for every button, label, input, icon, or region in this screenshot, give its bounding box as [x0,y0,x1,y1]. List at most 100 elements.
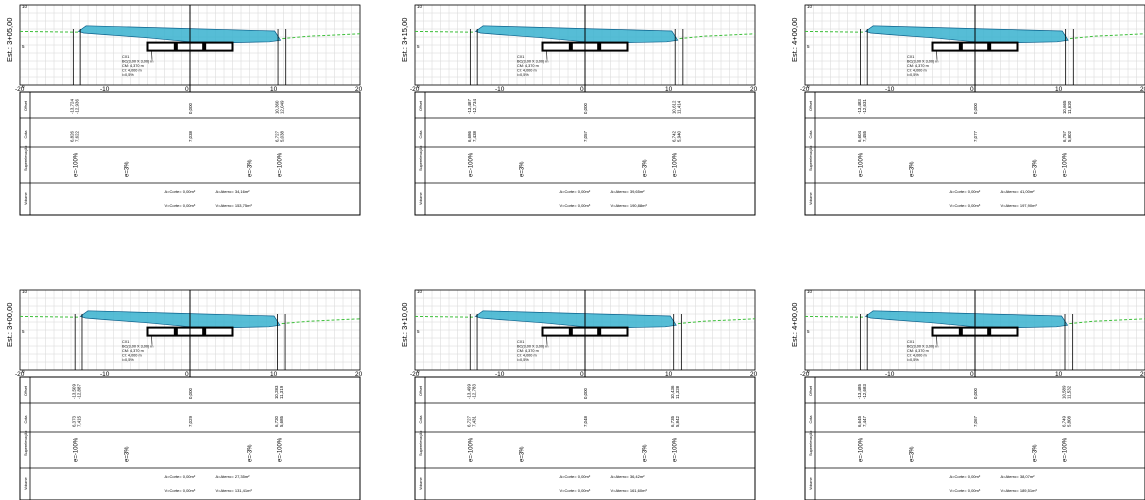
slope-value: e=-100% [858,437,864,462]
terrain-line [19,315,361,325]
slope-value: e=3% [519,161,525,177]
slope-value: e=-100% [277,437,283,462]
culvert-callout-line: CI: 4,000 m [122,69,142,73]
slope-value: e=-100% [73,152,79,177]
cota-value: 6,373 [72,415,77,427]
culvert-callout-line: CI: 4,000 m [122,354,142,358]
offset-value: -12,887 [77,384,82,399]
y-tick-label: 0 [417,84,420,89]
culvert-callout-line: CI: 4,000 m [517,354,537,358]
offset-value: -12,936 [75,99,80,114]
culvert-wall [202,42,207,51]
x-tick-label: -20 [15,371,25,378]
x-tick-label: 0 [185,371,189,378]
culvert-wall [173,42,178,51]
embankment-fill [474,25,679,43]
y-tick-label: 10 [22,289,28,294]
culvert-wall [987,42,992,51]
slope-value: e=-100% [858,152,864,177]
offset-value: 10,612 [672,100,677,114]
x-tick-label: 0 [970,371,974,378]
x-tick-label: -10 [885,371,895,378]
culvert-callout-line: CM: 4,370 m [907,349,929,353]
x-tick-label: -20 [800,86,810,93]
x-tick-label: 20 [355,86,363,93]
cota-value: 6,749 [1061,415,1066,427]
data-table-frame [414,376,756,500]
data-table-frame [804,376,1145,500]
area-fill: A=Aterro= 39,65m² [611,189,646,194]
cota-value: 7,029 [188,415,193,427]
x-tick-label: -10 [100,86,110,93]
volume-fill: V=Aterro= 197,90m³ [1001,203,1038,208]
offset-value: -13,487 [467,99,472,114]
slope-value: e=-100% [277,152,283,177]
culvert-callout-line: i=0,5% [122,358,134,362]
slope-value: e=3% [519,446,525,462]
cota-value: 6,727 [467,415,472,427]
cota-value: 6,742 [672,130,677,142]
y-tick-label: 0 [22,84,25,89]
x-tick-label: 20 [355,371,363,378]
cota-value: 6,735 [670,415,675,427]
callout-leader [151,50,153,60]
slope-value: e=-100% [1062,152,1068,177]
cota-value: 7,438 [472,130,477,142]
volume-cut: V=Corte= 0,00m³ [560,488,591,493]
callout-leader [936,50,938,60]
area-cut: A=Corte= 0,00m² [165,189,196,194]
x-tick-label: 0 [970,86,974,93]
offset-value: 10,436 [670,385,675,399]
cota-value: 7,447 [862,415,867,427]
volume-cut: V=Corte= 0,00m³ [950,488,981,493]
data-table-frame [19,376,361,500]
table-row-label: Cota [24,415,28,424]
culvert-callout-line: CX1 [517,55,524,59]
y-tick-label: 10 [807,289,813,294]
table-row-label: Superelevação [24,431,28,456]
callout-leader [151,335,153,345]
table-row-label: Superelevação [24,146,28,171]
culvert-callout-line: CX1 [122,340,129,344]
slope-value: e=3% [909,446,915,462]
culvert-callout-line: BC(3,00 X 3,00) m [517,59,548,63]
x-tick-label: 20 [1140,371,1145,378]
table-row-label: Volume [24,477,28,490]
offset-value: 10,665 [1062,100,1067,114]
culvert-callout-line: i=0,5% [517,73,529,77]
cota-value: 6,757 [1062,130,1067,142]
embankment-fill [864,310,1069,328]
cota-value: 7,077 [973,130,978,142]
station-label: Est.: 3+05,00 [5,18,14,62]
table-row-label: Superelevação [809,146,813,171]
table-row-label: Superelevação [419,146,423,171]
area-cut: A=Corte= 0,00m² [560,189,591,194]
culvert-callout-line: CM: 4,370 m [122,64,144,68]
cota-value: 5,842 [675,415,680,427]
x-tick-label: 10 [270,371,278,378]
offset-value: 0,000 [583,387,588,399]
volume-fill: V=Aterro= 153,75m³ [216,203,253,208]
culvert-wall [597,327,602,336]
y-tick-label: 10 [807,4,813,9]
y-tick-label: 5 [417,329,420,334]
volume-cut: V=Corte= 0,00m³ [165,488,196,493]
slope-value: e=-100% [1062,437,1068,462]
culvert-callout-line: i=0,5% [122,73,134,77]
cota-value: 7,415 [77,415,82,427]
y-tick-label: 10 [417,4,423,9]
volume-fill: V=Aterro= 161,60m³ [611,488,648,493]
slope-value: e=3% [124,161,130,177]
offset-value: -12,783 [472,384,477,399]
y-tick-label: 5 [417,44,420,49]
slope-value: e=-100% [468,437,474,462]
offset-value: 0,000 [188,102,193,114]
x-tick-label: -10 [100,371,110,378]
culvert-callout-line: CX1 [122,55,129,59]
culvert-wall [202,327,207,336]
table-row-label: Volume [419,192,423,205]
offset-value: -13,499 [467,384,472,399]
cota-value: 6,686 [467,130,472,142]
